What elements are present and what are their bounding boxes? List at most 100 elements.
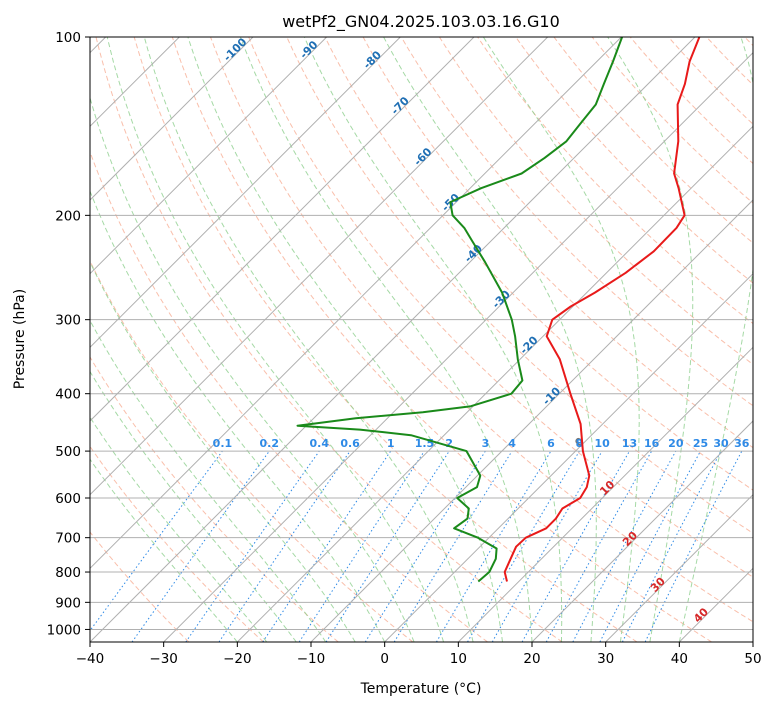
mixing-ratio-line <box>644 450 743 642</box>
isotherm-label: -40 <box>462 242 485 265</box>
moist-adiabat-line <box>303 37 563 642</box>
mixing-ratio-label: 20 <box>668 437 684 450</box>
dry-adiabat-line <box>706 37 753 86</box>
dry-adiabat-line <box>400 37 753 407</box>
isotherm-line <box>752 641 753 642</box>
y-tick-label: 200 <box>55 208 81 224</box>
dry-adiabat-line <box>744 37 753 47</box>
mixing-ratio-label: 0.1 <box>213 437 233 450</box>
x-tick-label: −40 <box>76 651 105 667</box>
moist-adiabat-line <box>678 37 753 642</box>
dry-adiabat-line <box>90 356 339 642</box>
isotherm-label: -10 <box>540 384 563 407</box>
isotherm-line <box>90 37 328 275</box>
isotherm-label: 40 <box>691 605 711 625</box>
moist-adiabat-line <box>90 189 386 642</box>
isotherm-line <box>310 199 753 642</box>
isotherm-line <box>90 37 254 201</box>
isotherm-line <box>163 51 753 642</box>
moist-adiabat-line <box>383 37 597 642</box>
isotherm-label: 10 <box>597 478 617 498</box>
isotherm-line <box>90 37 696 642</box>
mixing-ratio-label: 2 <box>445 437 453 450</box>
mixing-ratio-label: 25 <box>693 437 708 450</box>
mixing-ratio-line <box>521 450 630 642</box>
isotherm-label: -70 <box>389 94 412 117</box>
moist-adiabat-line <box>90 416 268 642</box>
y-tick-label: 400 <box>55 387 81 403</box>
x-tick-label: 10 <box>450 651 467 667</box>
mixing-ratio-label: 0.4 <box>310 437 330 450</box>
moist-adiabat-line <box>143 37 474 642</box>
mixing-ratio-label: 10 <box>594 437 610 450</box>
y-axis-label: Pressure (hPa) <box>12 289 28 389</box>
isotherm-line <box>531 420 753 642</box>
x-tick-label: −10 <box>297 651 326 667</box>
mixing-ratio-line <box>393 450 513 642</box>
mixing-ratio-line <box>572 450 677 642</box>
x-tick-label: 20 <box>523 651 540 667</box>
moist-adiabat-line <box>90 319 327 642</box>
mixing-ratio-label: 6 <box>547 437 555 450</box>
x-tick-label: −30 <box>149 651 178 667</box>
x-tick-label: 50 <box>744 651 761 667</box>
x-tick-label: 30 <box>597 651 614 667</box>
mixing-ratio-line <box>90 450 223 632</box>
isotherm-label: 30 <box>648 575 668 595</box>
mixing-ratio-label: 0.6 <box>340 437 360 450</box>
isotherm-line <box>90 37 622 570</box>
dry-adiabat-line <box>90 259 414 642</box>
y-tick-label: 300 <box>55 313 81 329</box>
dry-adiabat-line <box>591 37 753 204</box>
y-tick-label: 800 <box>55 565 81 581</box>
mixing-ratio-line <box>185 450 320 642</box>
mixing-ratio-line <box>599 450 701 642</box>
dry-adiabat-line <box>210 37 753 623</box>
isotherm-line <box>90 37 401 349</box>
mixing-ratio-label: 1 <box>387 437 395 450</box>
dry-adiabat-line <box>90 150 488 642</box>
isotherm-line <box>384 272 753 642</box>
moist-adiabat-line <box>106 37 445 642</box>
dry-adiabat-line <box>90 445 264 642</box>
x-tick-label: 40 <box>671 651 688 667</box>
isotherm-line <box>457 346 753 642</box>
moist-adiabat-line <box>90 458 238 642</box>
y-tick-label: 100 <box>55 30 81 46</box>
moist-adiabat-line <box>187 37 503 642</box>
moist-adiabat-line <box>607 37 694 642</box>
isotherm-line <box>678 567 753 642</box>
isotherm-line <box>90 37 475 422</box>
dry-adiabat-line <box>171 37 712 642</box>
dry-adiabat-line <box>324 37 753 491</box>
mixing-ratio-line <box>545 450 653 642</box>
dry-adiabat-line <box>438 37 753 366</box>
y-tick-label: 900 <box>55 595 81 611</box>
isotherm-label: -90 <box>297 38 320 61</box>
dewpoint-profile-line <box>296 37 624 583</box>
mixing-ratio-line <box>131 450 270 642</box>
x-axis-label: Temperature (°C) <box>360 681 482 697</box>
y-tick-label: 600 <box>55 491 81 507</box>
moist-adiabat-line <box>239 37 533 642</box>
dry-adiabat-line <box>90 531 190 642</box>
mixing-ratio-line <box>262 450 392 642</box>
x-tick-label: −20 <box>223 651 252 667</box>
moist-adiabat-line <box>482 37 640 642</box>
mixing-ratio-label: 30 <box>713 437 729 450</box>
isotherm-label: -60 <box>411 145 434 168</box>
temperature-profile-line <box>503 37 701 582</box>
mixing-ratio-label: 4 <box>508 437 516 450</box>
mixing-ratio-line <box>218 450 351 642</box>
mixing-ratio-label: 0.2 <box>260 437 280 450</box>
mixing-ratio-label: 8 <box>576 437 584 450</box>
mixing-ratio-label: 36 <box>734 437 750 450</box>
dry-adiabat-line <box>95 37 563 642</box>
y-tick-label: 500 <box>55 444 81 460</box>
isotherm-line <box>605 493 753 642</box>
mixing-ratio-label: 13 <box>622 437 637 450</box>
x-tick-label: 0 <box>380 651 389 667</box>
mixing-ratio-label: 16 <box>644 437 660 450</box>
axes: −40 −30 −20 −10 0 10 20 30 40 5010020030040050060… <box>47 30 762 667</box>
